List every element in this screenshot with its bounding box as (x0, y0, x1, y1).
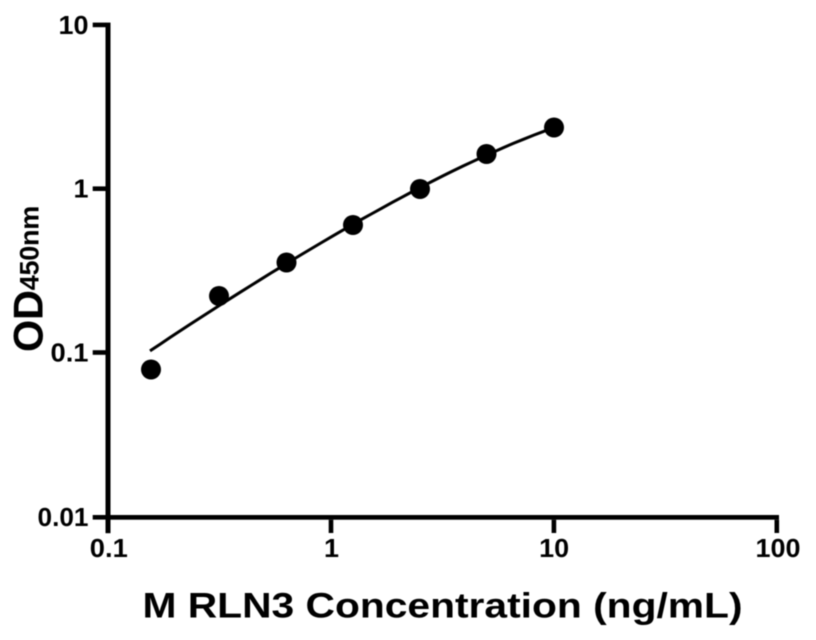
svg-text:0.1: 0.1 (51, 337, 89, 367)
svg-text:1: 1 (324, 533, 339, 563)
svg-text:M RLN3 Concentration (ng/mL): M RLN3 Concentration (ng/mL) (142, 587, 742, 626)
svg-text:0.01: 0.01 (38, 502, 89, 532)
svg-text:10: 10 (59, 10, 89, 40)
svg-text:100: 100 (756, 533, 801, 563)
svg-text:0.1: 0.1 (90, 533, 128, 563)
svg-text:1: 1 (74, 174, 89, 204)
svg-text:10: 10 (539, 533, 569, 563)
